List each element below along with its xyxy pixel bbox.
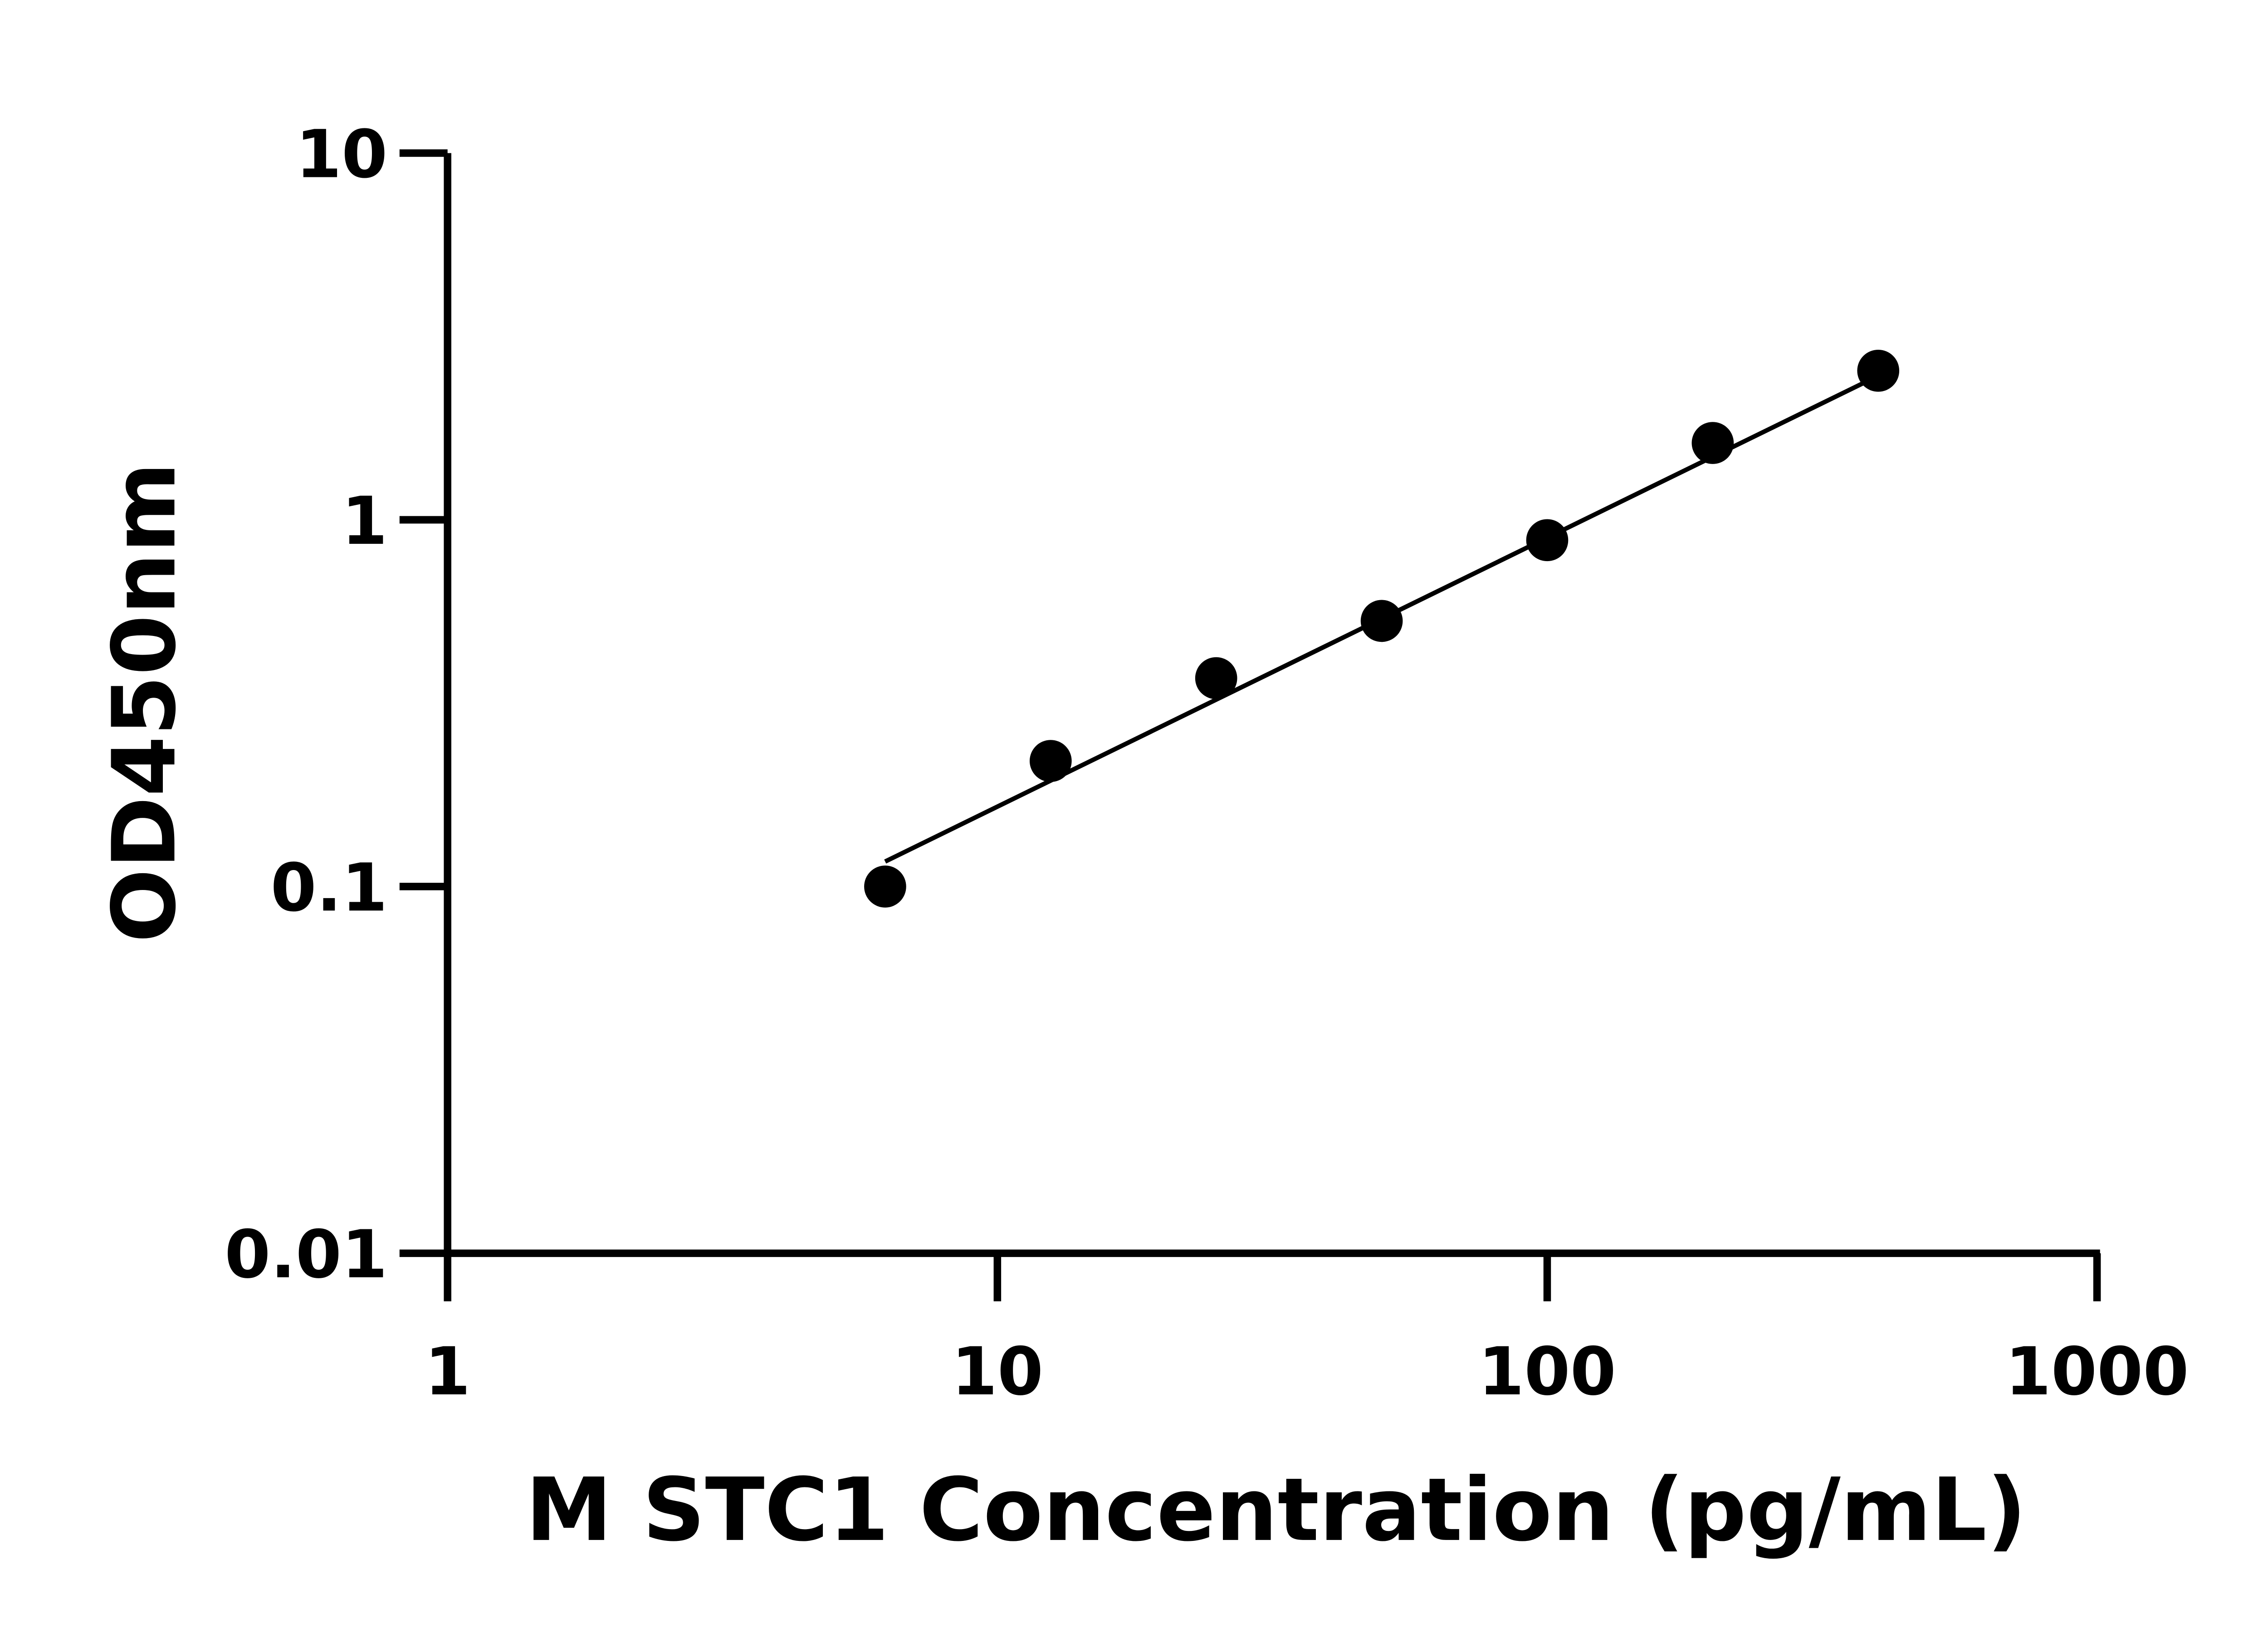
y-tick-label: 0.01 xyxy=(225,1217,387,1293)
data-point xyxy=(1195,657,1237,699)
data-points xyxy=(864,349,1900,908)
data-point xyxy=(1526,519,1569,562)
y-tick-label: 10 xyxy=(296,116,388,193)
axes: 1 10 100 1000 0.01 0.1 1 10 xyxy=(225,116,2189,1410)
y-tick-label: 1 xyxy=(342,483,387,560)
data-point xyxy=(864,865,906,908)
x-axis-label: M STC1 Concentration (pg/mL) xyxy=(526,1460,2027,1561)
data-point xyxy=(1360,600,1403,642)
y-axis-label: OD450nm xyxy=(94,462,195,943)
data-point xyxy=(1857,349,1900,392)
x-tick-label: 10 xyxy=(952,1334,1044,1410)
data-point xyxy=(1029,740,1072,782)
x-tick-label: 1000 xyxy=(2005,1334,2189,1410)
data-point xyxy=(1691,422,1734,464)
y-tick-label: 0.1 xyxy=(270,850,387,926)
x-tick-label: 100 xyxy=(1478,1334,1616,1410)
x-tick-label: 1 xyxy=(425,1334,470,1410)
